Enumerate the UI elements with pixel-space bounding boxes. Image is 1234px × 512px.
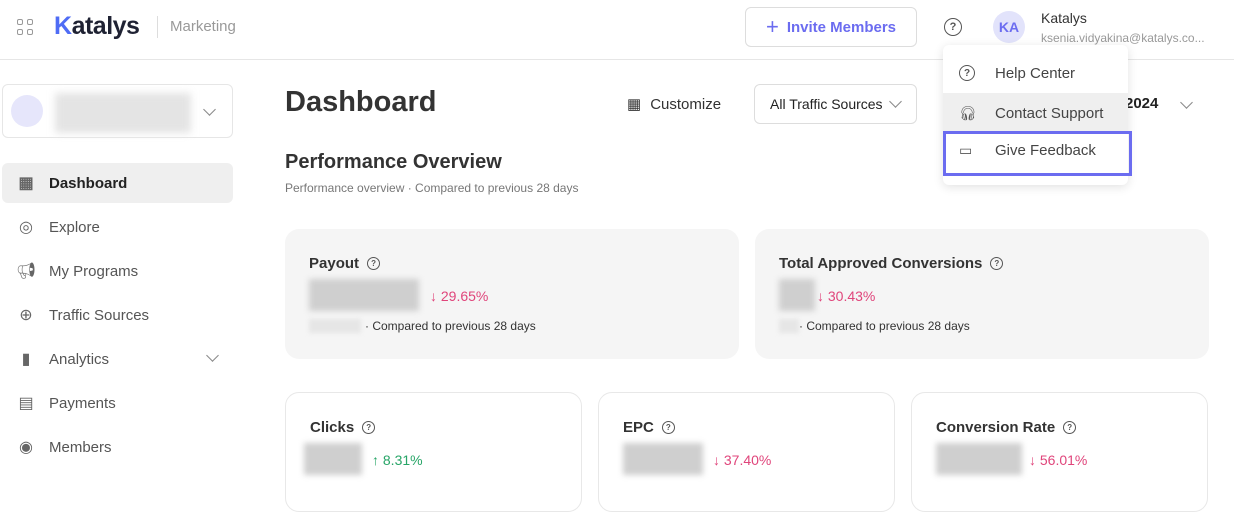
card-value-redacted [304, 443, 362, 475]
feedback-icon: ▭ [959, 142, 973, 158]
help-icon[interactable]: ? [944, 18, 962, 36]
card-title: EPC [623, 419, 654, 436]
payout-card: Payout? ↓ 29.65% · Compared to previous … [285, 229, 739, 359]
user-name: Katalys [1041, 10, 1087, 26]
change-indicator: ↓ 30.43% [817, 288, 876, 304]
card-value-redacted [936, 443, 1022, 475]
change-indicator: ↓ 29.65% [430, 288, 489, 304]
conversion-rate-card: Conversion Rate? ↓ 56.01% [911, 392, 1208, 512]
sidebar-nav: ▦ Dashboard ◎ Explore 📢︎ My Programs ⊕ Traff… [2, 163, 233, 471]
change-indicator: ↓ 56.01% [1029, 452, 1088, 468]
traffic-source-select[interactable]: All Traffic Sources [754, 84, 917, 124]
bar-chart-icon: ▮ [21, 351, 31, 368]
card-title: Total Approved Conversions [779, 255, 983, 272]
layout-icon: ▦ [627, 96, 642, 113]
change-indicator: ↓ 37.40% [713, 452, 772, 468]
sidebar-item-label: Dashboard [49, 174, 128, 192]
sidebar-item-label: Traffic Sources [49, 306, 150, 324]
info-icon[interactable]: ? [990, 257, 1004, 270]
redacted-text [309, 319, 361, 333]
change-indicator: ↑ 8.31% [372, 452, 423, 468]
account-avatar [11, 95, 43, 127]
section-subtitle: Performance overview · Compared to previ… [285, 181, 579, 195]
epc-card: EPC? ↓ 37.40% [598, 392, 895, 512]
menu-item-contact-support[interactable]: 🎧︎ Contact Support [943, 93, 1128, 133]
chevron-down-icon [203, 103, 216, 116]
sidebar-item-label: Members [49, 438, 112, 456]
sidebar-item-my-programs[interactable]: 📢︎ My Programs [2, 251, 233, 291]
sidebar-item-label: Analytics [49, 350, 110, 368]
traffic-source-value: All Traffic Sources [770, 96, 883, 112]
compass-icon: ◎ [19, 219, 33, 236]
compare-text: · Compared to previous 28 days [365, 319, 536, 333]
headset-icon: 🎧︎ [959, 104, 977, 121]
menu-item-give-feedback[interactable]: ▭ Give Feedback [943, 131, 1132, 176]
menu-item-help-center[interactable]: ? Help Center [943, 53, 1128, 93]
menu-item-label: Give Feedback [995, 142, 1096, 159]
user-email: ksenia.vidyakina@katalys.co... [1041, 31, 1205, 45]
dashboard-icon: ▦ [18, 175, 34, 192]
card-value-redacted [623, 443, 703, 475]
chevron-down-icon [889, 95, 902, 108]
sidebar-item-dashboard[interactable]: ▦ Dashboard [2, 163, 233, 203]
logo[interactable]: Katalys [54, 12, 140, 40]
sidebar-item-label: My Programs [49, 262, 139, 280]
compare-text: · Compared to previous 28 days [799, 319, 970, 333]
info-icon[interactable]: ? [367, 257, 381, 270]
megaphone-icon: 📢︎ [15, 263, 37, 280]
sidebar-item-members[interactable]: ◉ Members [2, 427, 233, 467]
sidebar-item-explore[interactable]: ◎ Explore [2, 207, 233, 247]
chevron-down-icon[interactable] [1180, 96, 1193, 109]
card-title: Payout [309, 255, 360, 272]
info-icon[interactable]: ? [362, 421, 376, 434]
menu-item-label: Contact Support [995, 104, 1104, 122]
help-circle-icon: ? [959, 65, 975, 81]
account-switcher[interactable] [2, 84, 233, 138]
sidebar-item-analytics[interactable]: ▮ Analytics [2, 339, 233, 379]
chevron-down-icon [206, 349, 219, 362]
app-grid-icon[interactable] [17, 19, 33, 35]
account-name-redacted [55, 93, 191, 133]
customize-button[interactable]: ▦ Customize [627, 95, 722, 114]
divider [157, 16, 158, 38]
app-name: Marketing [170, 18, 236, 35]
card-title: Clicks [310, 419, 355, 436]
sidebar-item-label: Payments [49, 394, 116, 412]
card-value-redacted [309, 279, 419, 311]
info-icon[interactable]: ? [661, 421, 675, 434]
info-icon[interactable]: ? [1063, 421, 1077, 434]
redacted-text [779, 319, 799, 333]
plus-icon: + [765, 14, 779, 39]
sidebar-item-label: Explore [49, 218, 100, 236]
sidebar-item-payments[interactable]: ▤ Payments [2, 383, 233, 423]
date-range-select[interactable]: 2024 [1125, 95, 1159, 112]
conversions-card: Total Approved Conversions? ↓ 30.43% · C… [755, 229, 1209, 359]
card-value-redacted [779, 279, 815, 311]
receipt-icon: ▤ [18, 395, 34, 412]
invite-members-button[interactable]: + Invite Members [745, 7, 917, 47]
invite-label: Invite Members [786, 18, 897, 36]
menu-item-label: Help Center [995, 64, 1076, 82]
avatar[interactable]: KA [993, 11, 1025, 43]
user-circle-icon: ◉ [19, 439, 33, 456]
globe-icon: ⊕ [19, 307, 33, 324]
customize-label: Customize [650, 95, 722, 113]
page-title: Dashboard [285, 86, 437, 118]
clicks-card: Clicks? ↑ 8.31% [285, 392, 582, 512]
help-dropdown-menu: ? Help Center 🎧︎ Contact Support ▭ Give Fee… [943, 45, 1132, 185]
sidebar-item-traffic-sources[interactable]: ⊕ Traffic Sources [2, 295, 233, 335]
card-title: Conversion Rate [936, 419, 1056, 436]
section-title: Performance Overview [285, 151, 502, 173]
top-bar: Katalys Marketing + Invite Members ? KA K… [0, 0, 1234, 60]
